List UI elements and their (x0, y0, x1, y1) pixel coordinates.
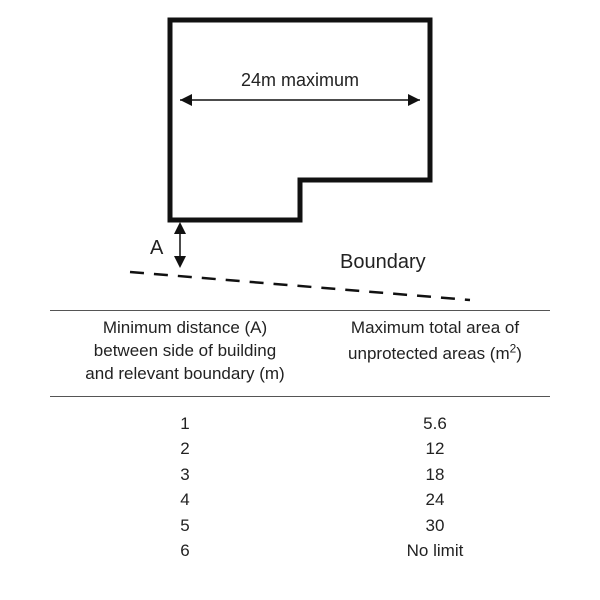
table-row: 15.6 (50, 411, 550, 437)
cell-area: 18 (320, 462, 550, 488)
cell-distance: 2 (50, 436, 320, 462)
hdr2-suffix: ) (516, 344, 522, 363)
table-rule-mid (50, 396, 550, 397)
cell-area: 24 (320, 487, 550, 513)
cell-distance: 5 (50, 513, 320, 539)
table-row: 212 (50, 436, 550, 462)
table-body: 15.62123184245306No limit (50, 411, 550, 564)
hdr1-l2: between side of building (94, 341, 276, 360)
hdr1-l1: Minimum distance (A) (103, 318, 267, 337)
cell-distance: 4 (50, 487, 320, 513)
hdr2-l1: Maximum total area of (351, 318, 519, 337)
distance-table: Minimum distance (A) between side of bui… (50, 310, 550, 564)
distance-a-marker: A (150, 222, 186, 268)
cell-distance: 1 (50, 411, 320, 437)
cell-area: 5.6 (320, 411, 550, 437)
cell-area: No limit (320, 538, 550, 564)
hdr2-prefix: unprotected areas (m (348, 344, 510, 363)
table-header-col2: Maximum total area of unprotected areas … (320, 317, 550, 392)
table-row: 318 (50, 462, 550, 488)
cell-distance: 3 (50, 462, 320, 488)
figure-container: 24m maximum A Boundary Minimum distance … (0, 0, 600, 600)
diagram-svg: 24m maximum A Boundary (0, 0, 600, 310)
hdr2-l2: unprotected areas (m2) (348, 344, 522, 363)
boundary-label: Boundary (340, 251, 426, 273)
boundary-line (130, 272, 470, 300)
table-row: 530 (50, 513, 550, 539)
cell-distance: 6 (50, 538, 320, 564)
table-header-row: Minimum distance (A) between side of bui… (50, 317, 550, 392)
cell-area: 12 (320, 436, 550, 462)
table-row: 6No limit (50, 538, 550, 564)
building-outline (170, 20, 430, 220)
hdr1-l3: and relevant boundary (m) (85, 364, 284, 383)
width-dimension-label: 24m maximum (241, 70, 359, 90)
cell-area: 30 (320, 513, 550, 539)
distance-a-label: A (150, 237, 164, 259)
table-row: 424 (50, 487, 550, 513)
table-rule-top (50, 310, 550, 311)
table-header-col1: Minimum distance (A) between side of bui… (50, 317, 320, 392)
